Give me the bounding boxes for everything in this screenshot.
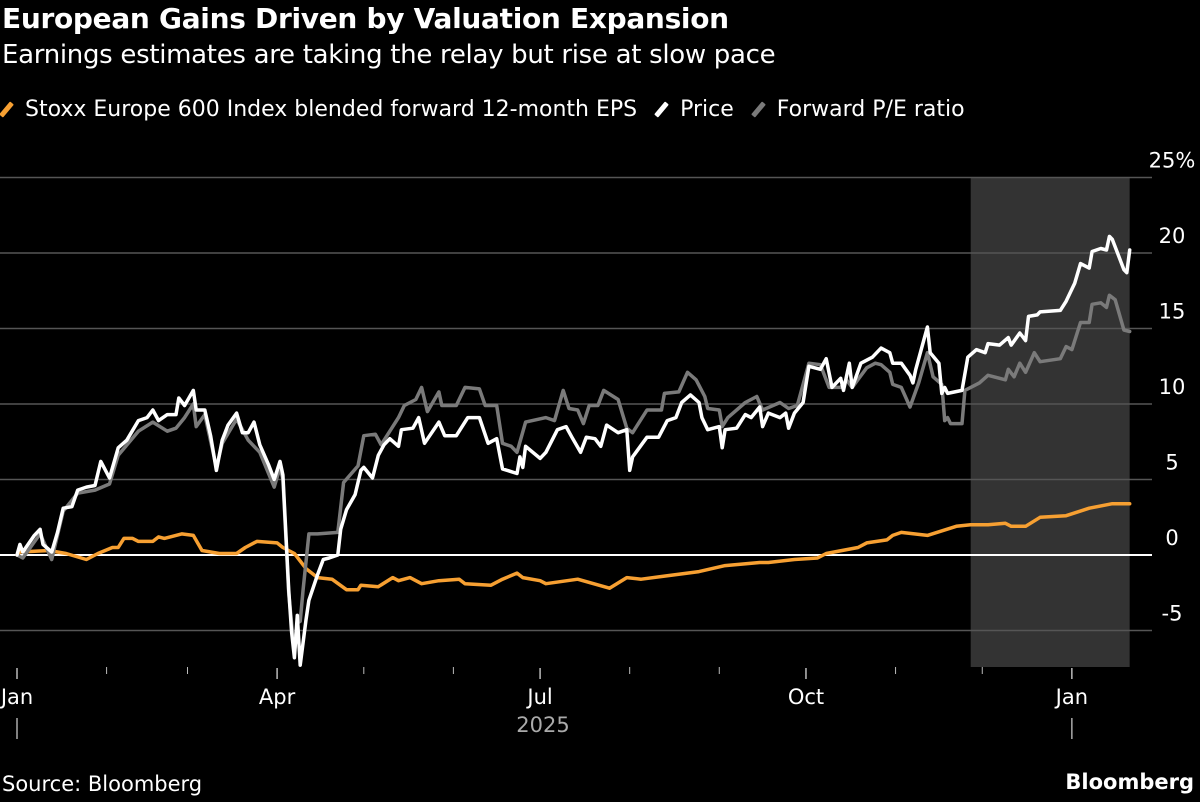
source-note: Source: Bloomberg xyxy=(2,772,203,796)
y-tick-label: 5 xyxy=(1165,451,1178,475)
chart-title: European Gains Driven by Valuation Expan… xyxy=(2,2,729,35)
x-tick-label: Jul xyxy=(525,685,552,709)
price-line xyxy=(15,234,1132,667)
y-tick-label: -5 xyxy=(1162,602,1183,626)
y-tick-label: 20 xyxy=(1159,224,1186,248)
legend-label-price: Price xyxy=(680,97,734,122)
legend: Stoxx Europe 600 Index blended forward 1… xyxy=(0,97,987,122)
legend-label-eps: Stoxx Europe 600 Index blended forward 1… xyxy=(25,97,638,122)
legend-label-pe: Forward P/E ratio xyxy=(776,97,965,122)
y-tick-label: 0 xyxy=(1165,526,1178,550)
legend-item-eps: Stoxx Europe 600 Index blended forward 1… xyxy=(0,97,638,122)
chart-subtitle: Earnings estimates are taking the relay … xyxy=(2,40,776,70)
x-tick-label: Oct xyxy=(788,685,824,709)
eps-line xyxy=(15,501,1132,592)
year-label: 2025 xyxy=(516,713,569,737)
x-tick-label: Jan xyxy=(0,685,33,709)
y-tick-label: 10 xyxy=(1159,375,1186,399)
y-tick-label: 15 xyxy=(1159,300,1186,324)
x-tick-label: Jan xyxy=(1054,685,1088,709)
y-tick-label: 25% xyxy=(1149,149,1196,173)
x-tick-label: Apr xyxy=(259,685,296,709)
legend-item-pe: Forward P/E ratio xyxy=(750,97,965,122)
bloomberg-logo: Bloomberg xyxy=(1065,770,1194,794)
legend-item-price: Price xyxy=(654,97,734,122)
shaded-period xyxy=(970,178,1130,667)
pe-ratio-line xyxy=(15,293,1132,655)
